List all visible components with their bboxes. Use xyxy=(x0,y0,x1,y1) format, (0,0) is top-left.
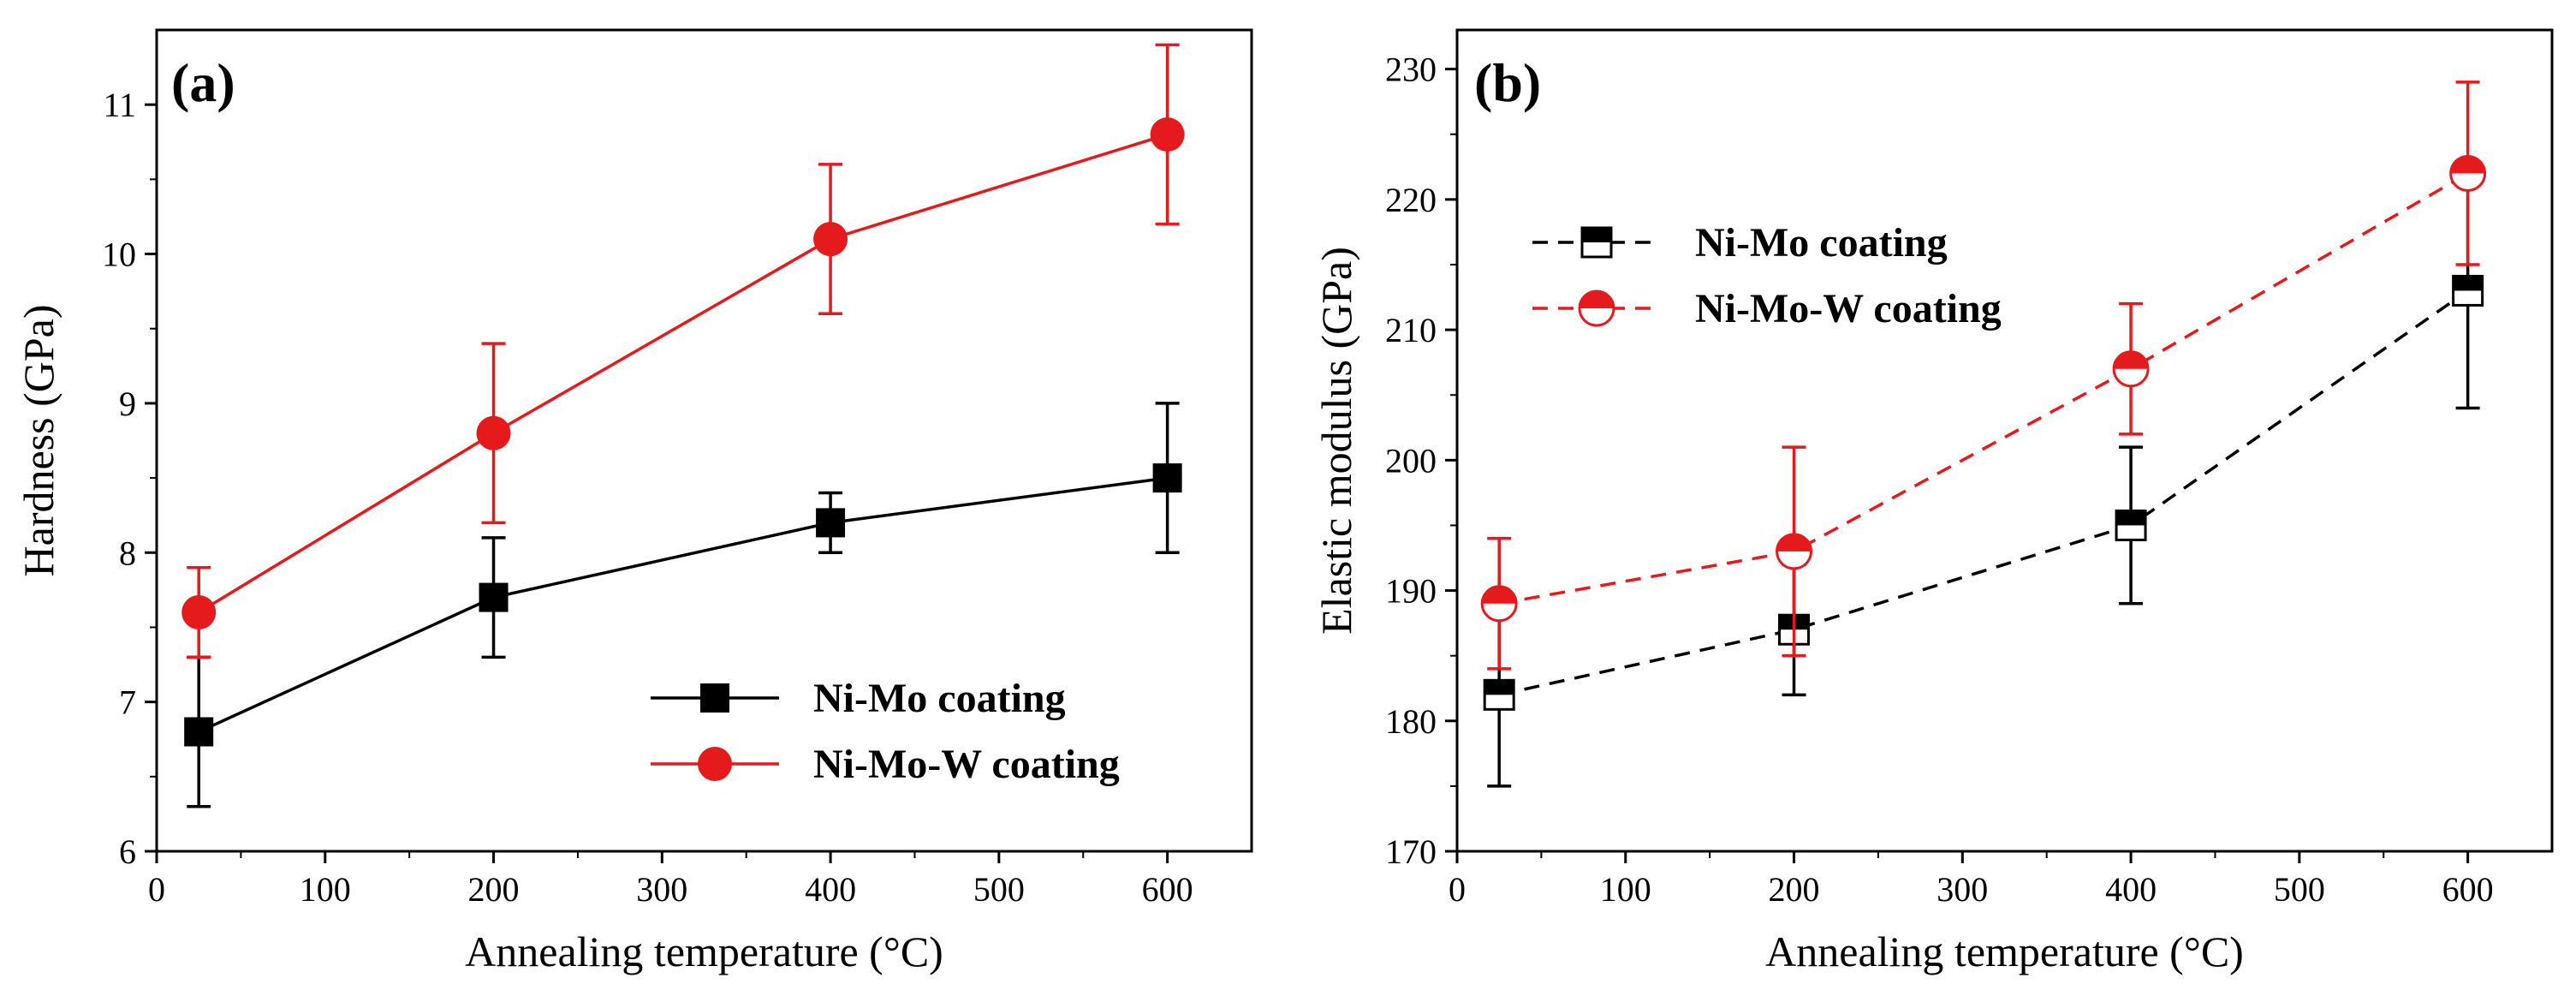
data-point xyxy=(2449,154,2487,192)
series-ni-mo-coating xyxy=(1483,171,2484,788)
x-tick-label: 100 xyxy=(300,870,351,909)
legend-marker xyxy=(1580,226,1613,259)
y-axis-title: Elastic modulus (GPa) xyxy=(1312,247,1360,635)
y-tick-label: 190 xyxy=(1385,572,1437,611)
series-line xyxy=(198,476,1168,734)
data-point-fill xyxy=(1482,586,1517,604)
legend-marker xyxy=(700,683,729,713)
y-tick-label: 6 xyxy=(119,832,136,871)
x-tick-label: 200 xyxy=(468,870,520,909)
x-tick-label: 600 xyxy=(1142,870,1193,909)
x-tick-label: 500 xyxy=(2274,870,2325,909)
legend-entry: Ni-Mo-W coating xyxy=(1532,286,2002,331)
series-ni-mo-w-coating xyxy=(1480,81,2487,671)
y-tick-label: 9 xyxy=(119,385,136,423)
series-ni-mo-w-coating xyxy=(181,43,1185,659)
y-tick-label: 210 xyxy=(1385,311,1437,349)
legend-label: Ni-Mo coating xyxy=(813,676,1066,721)
panel-b: 0 100 200 300 400 500 600 170 180 190 200 210 220 230… xyxy=(1312,28,2554,975)
legend-marker xyxy=(1578,289,1615,327)
data-point-fill xyxy=(2116,510,2146,526)
series-ni-mo-coating xyxy=(184,402,1182,808)
y-tick-label: 7 xyxy=(119,683,136,722)
legend-label: Ni-Mo-W coating xyxy=(1695,286,2002,331)
y-tick-label: 11 xyxy=(103,86,136,124)
legend-marker-fill xyxy=(1582,228,1611,242)
data-point xyxy=(816,508,846,538)
x-axis-title: Annealing temperature (°C) xyxy=(1765,927,2244,975)
y-tick-label: 10 xyxy=(102,236,136,274)
data-point xyxy=(1483,678,1515,711)
series-line xyxy=(1498,289,2469,697)
data-point xyxy=(1152,463,1182,493)
data-point xyxy=(2452,274,2484,307)
y-tick-label: 200 xyxy=(1385,441,1437,480)
legend-marker xyxy=(698,747,732,781)
y-tick-label: 8 xyxy=(119,534,136,572)
data-point-fill xyxy=(1776,534,1812,552)
plot-frame xyxy=(1455,28,2554,853)
data-point xyxy=(476,415,511,450)
data-point xyxy=(181,595,217,630)
x-tick-label: 300 xyxy=(636,870,687,909)
x-tick-label: 300 xyxy=(1936,870,1988,909)
legend-entry: Ni-Mo coating xyxy=(1532,220,1948,265)
legend-label: Ni-Mo coating xyxy=(1695,220,1948,265)
x-tick-label: 400 xyxy=(2105,870,2157,909)
y-tick-label: 230 xyxy=(1385,51,1437,89)
x-tick-label: 500 xyxy=(973,870,1025,909)
data-point xyxy=(1150,117,1185,152)
data-point-fill xyxy=(2114,351,2149,369)
legend-entry: Ni-Mo coating xyxy=(651,676,1066,721)
data-point-fill xyxy=(2453,276,2483,291)
data-point xyxy=(479,582,509,612)
y-axis-title: Hardness (GPa) xyxy=(15,305,62,577)
series-line xyxy=(198,133,1169,614)
x-tick-label: 0 xyxy=(148,870,165,909)
data-point xyxy=(813,222,848,257)
legend-entry: Ni-Mo-W coating xyxy=(651,742,1120,787)
legend-label: Ni-Mo-W coating xyxy=(813,742,1120,787)
x-axis-title: Annealing temperature (°C) xyxy=(465,927,943,975)
y-tick-label: 220 xyxy=(1385,181,1437,219)
x-tick-label: 600 xyxy=(2442,870,2494,909)
y-tick-label: 170 xyxy=(1385,832,1437,871)
data-point xyxy=(1480,585,1518,623)
data-point-fill xyxy=(1484,680,1514,695)
data-point xyxy=(2115,509,2147,541)
panel-label: (a) xyxy=(171,52,235,113)
data-point xyxy=(184,717,214,747)
x-tick-label: 400 xyxy=(805,870,856,909)
panel-a: 0 100 200 300 400 500 600 6 7 8 9 10 11 Annealing tem… xyxy=(15,28,1253,975)
data-point xyxy=(2112,350,2150,388)
x-tick-label: 100 xyxy=(1600,870,1651,909)
plot-frame xyxy=(155,28,1253,853)
x-tick-label: 200 xyxy=(1769,870,1820,909)
y-tick-label: 180 xyxy=(1385,702,1437,741)
legend-marker-fill xyxy=(1580,291,1614,308)
x-tick-label: 0 xyxy=(1449,870,1466,909)
data-point-fill xyxy=(2450,156,2485,174)
panel-label: (b) xyxy=(1474,52,1541,113)
data-point xyxy=(1776,533,1813,570)
series-line xyxy=(1498,171,2469,605)
